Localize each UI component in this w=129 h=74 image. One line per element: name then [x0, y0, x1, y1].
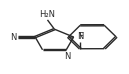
Text: H₂N: H₂N: [39, 10, 55, 19]
Text: N: N: [10, 33, 16, 42]
Text: N: N: [77, 32, 83, 41]
Text: F: F: [78, 32, 83, 41]
Text: N: N: [64, 52, 71, 61]
